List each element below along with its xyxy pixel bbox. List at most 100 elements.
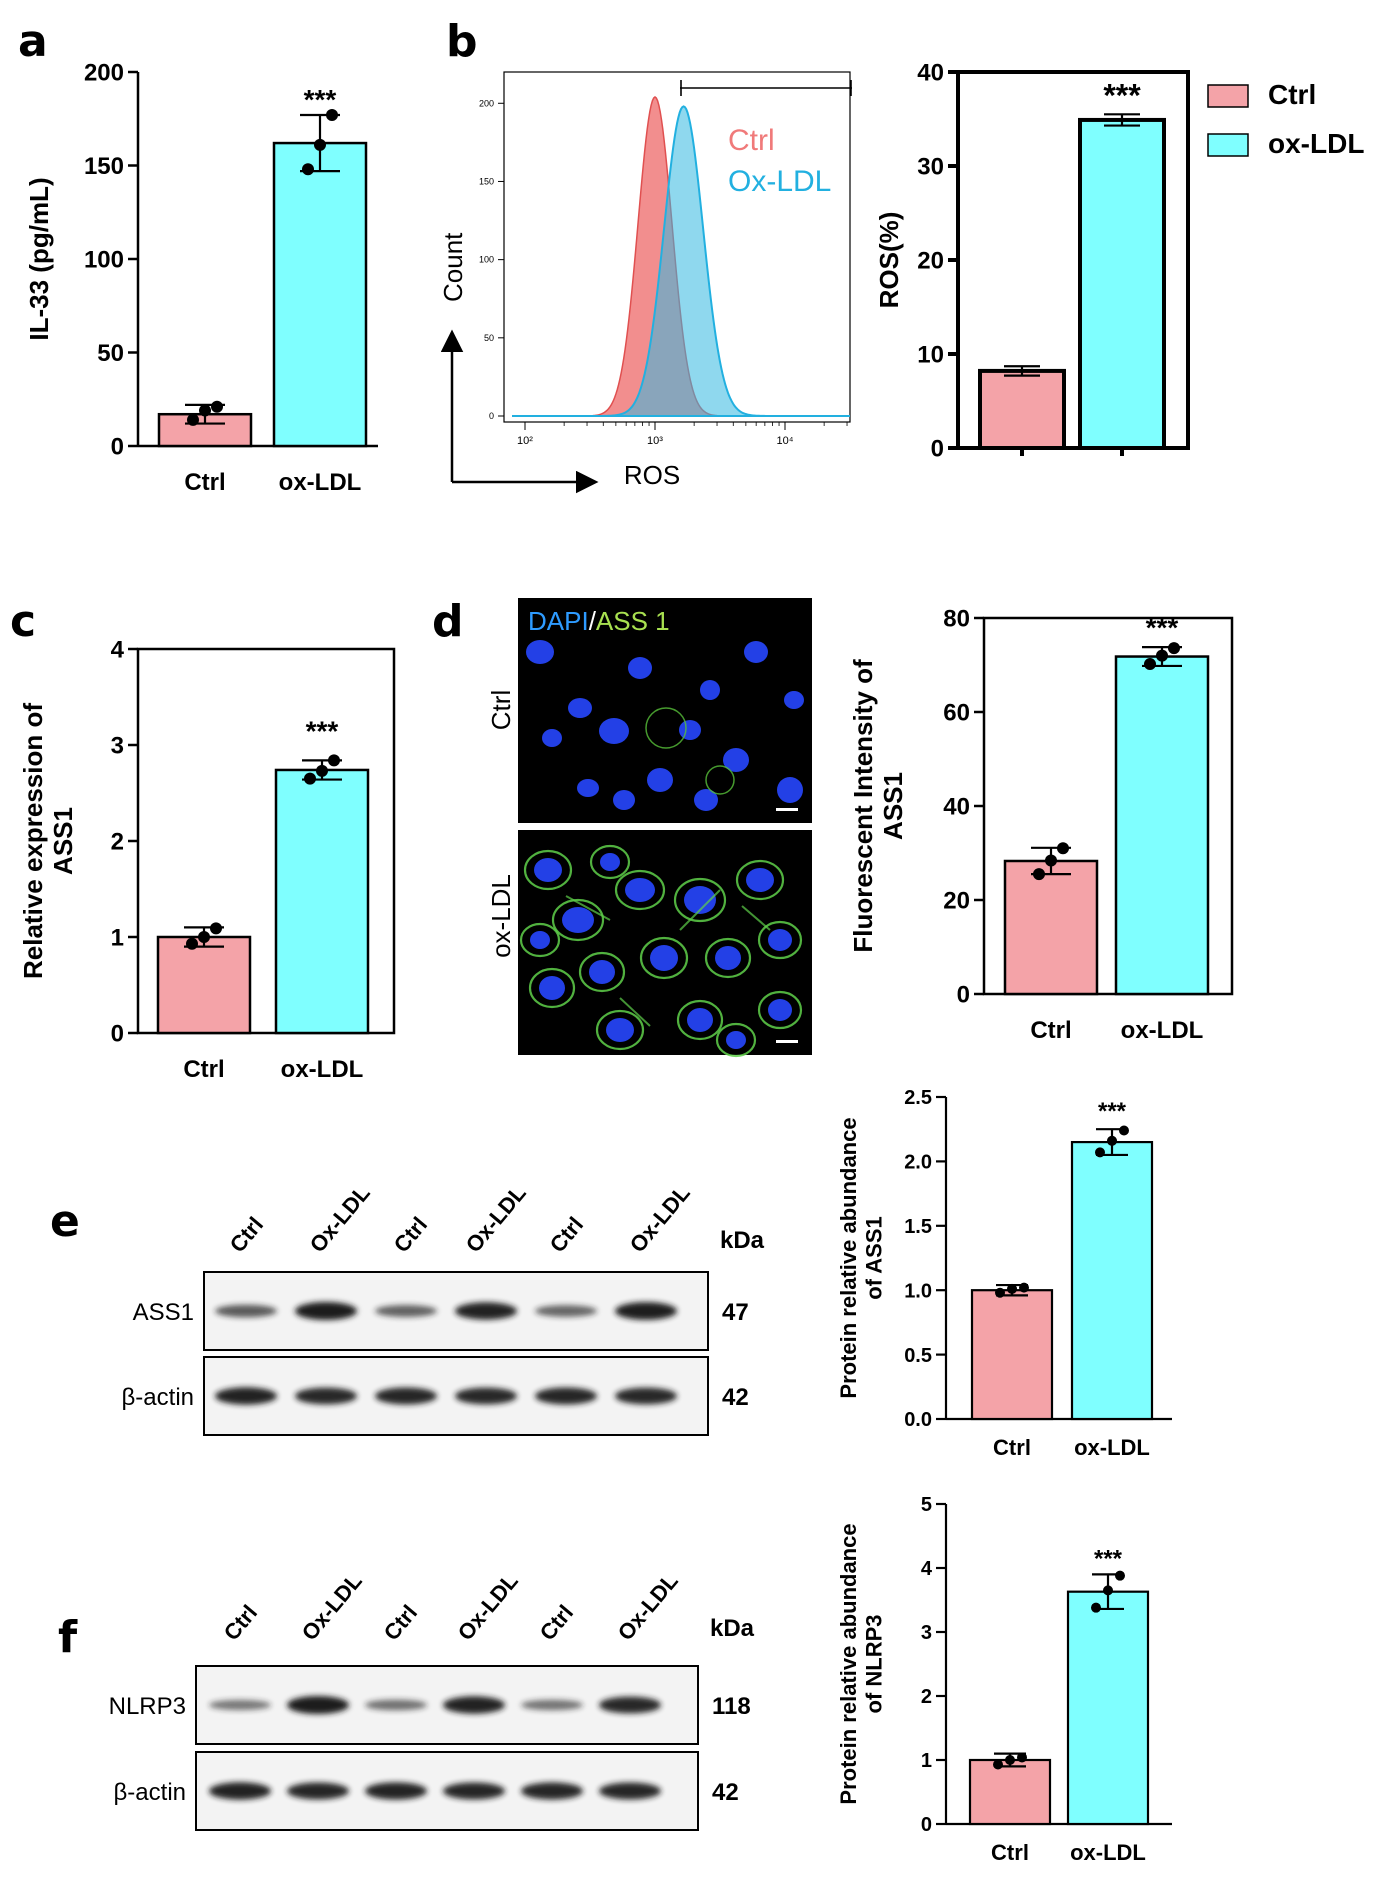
lane-label: Ox-LDL: [297, 1568, 367, 1645]
y-tick-label: 1: [921, 1750, 932, 1772]
y-tick-label: 3: [111, 733, 124, 760]
lane-label: Ox-LDL: [613, 1568, 683, 1645]
nucleus: [700, 680, 720, 700]
nucleus: [723, 748, 749, 772]
blot-kda-label: 47: [722, 1299, 749, 1326]
y-tick-label: 0: [111, 1021, 124, 1048]
blot-band: [365, 1782, 427, 1800]
histogram-legend-ctrl: Ctrl: [728, 124, 775, 157]
y-tick-label: 100: [84, 247, 124, 274]
scale-bar-ctrl: [776, 808, 798, 811]
bar-oxldl: [272, 141, 368, 448]
chart-d-fluorescence: 0 20 40 60 80 Fluorescent Intensity of ASS1 Ctr…: [848, 606, 1234, 1044]
blot-kda-label: 42: [712, 1779, 739, 1806]
micrograph-row-ctrl: Ctrl: [486, 690, 516, 730]
data-point: [1168, 642, 1180, 655]
nucleus: [647, 768, 673, 792]
ass1-signal: [673, 877, 727, 923]
bar-ctrl: [156, 935, 252, 1035]
histogram-y-tick-label: 100: [479, 255, 494, 265]
ass1-signal: [614, 869, 666, 911]
y-tick-label: 3: [921, 1622, 932, 1644]
data-point: [1007, 1283, 1017, 1294]
ass1-signal: [676, 999, 724, 1041]
ass1-signal: [639, 936, 689, 980]
nucleus: [542, 729, 562, 747]
panel-label-e: e: [50, 1196, 80, 1247]
nucleus: [768, 929, 792, 951]
data-point: [1115, 1570, 1125, 1581]
y-tick-label: 0: [957, 982, 970, 1009]
ass1-filament: [565, 895, 611, 921]
scale-bar-oxldl: [776, 1040, 798, 1043]
y-tick-label: 1: [111, 925, 124, 952]
ass1-signal: [704, 937, 752, 979]
nucleus: [650, 945, 678, 971]
blot-kda-label: 118: [712, 1693, 751, 1720]
nucleus: [768, 999, 792, 1021]
histogram-x-tick-label: 10²: [517, 435, 533, 447]
nucleus: [600, 853, 620, 871]
blot-band: [535, 1387, 597, 1405]
data-point: [1103, 1585, 1113, 1596]
nucleus: [599, 718, 629, 744]
nucleus: [744, 641, 768, 663]
y-tick-label: 1.0: [904, 1280, 932, 1302]
kda-header: kDa: [710, 1615, 755, 1642]
nucleus: [679, 720, 701, 740]
nucleus: [687, 1008, 713, 1032]
ass1-signal: [523, 849, 573, 891]
lane-label: Ox-LDL: [461, 1180, 531, 1257]
panel-label-d: d: [432, 596, 464, 647]
bar-ctrl: [978, 368, 1066, 451]
histogram-x-tick-label: 10³: [647, 435, 663, 447]
y-axis-label-line2: ASS1: [48, 807, 78, 875]
x-tick-label: Ctrl: [991, 1840, 1029, 1865]
data-point: [326, 109, 338, 122]
histogram-legend-oxldl: Ox-LDL: [728, 165, 831, 198]
y-tick-label: 2: [111, 829, 124, 856]
western-blot-f: Ctrl Ox-LDL Ctrl Ox-LDL Ctrl Ox-LDL kDa NLRP3 11…: [109, 1568, 755, 1831]
histogram-y-tick-label: 0: [489, 411, 494, 421]
nucleus: [777, 777, 803, 803]
x-tick-label: ox-LDL: [1070, 1840, 1146, 1865]
data-point: [304, 772, 316, 785]
bar-ctrl: [970, 1289, 1054, 1421]
x-tick-label: Ctrl: [1030, 1017, 1071, 1044]
nucleus: [613, 790, 635, 810]
bar-oxldl: [1066, 1590, 1150, 1826]
legend-swatch-ctrl: [1207, 84, 1249, 108]
bar-oxldl: [1114, 655, 1210, 996]
ass1-filament: [679, 889, 721, 931]
ass1-signal: [735, 859, 785, 901]
blot-band: [295, 1302, 357, 1320]
bar-oxldl: [1070, 1140, 1154, 1421]
histogram-x-label: ROS: [624, 460, 680, 490]
histogram-oxldl-area: [512, 105, 850, 417]
y-axis-label-line2: ASS1: [878, 772, 908, 840]
data-point: [316, 764, 328, 777]
nucleus: [684, 886, 716, 914]
significance-marker: ***: [1146, 612, 1179, 643]
y-tick-label: 2.5: [904, 1087, 932, 1109]
blot-band: [209, 1699, 271, 1711]
blot-band: [215, 1304, 277, 1318]
legend-swatch-oxldl: [1207, 133, 1249, 157]
kda-header: kDa: [720, 1227, 765, 1254]
data-point: [1057, 842, 1069, 855]
y-tick-label: 0: [931, 436, 944, 463]
nucleus: [534, 858, 562, 882]
y-tick-label: 1.5: [904, 1216, 932, 1238]
blot-band: [215, 1387, 277, 1405]
blot-band: [455, 1387, 517, 1405]
micrograph-header: DAPI/ASS 1: [528, 606, 670, 636]
lane-label: Ctrl: [225, 1212, 269, 1257]
immunofluorescence-images: DAPI/ASS 1 Ctrl ox-LDL: [486, 598, 812, 1058]
data-point: [314, 138, 326, 151]
y-axis-label: Fluorescent Intensity of: [848, 659, 878, 953]
y-axis-label: Protein relative abundance: [836, 1523, 861, 1804]
blot-row-label: ASS1: [133, 1299, 194, 1326]
significance-marker: ***: [1098, 1098, 1127, 1125]
blot-band: [295, 1387, 357, 1405]
